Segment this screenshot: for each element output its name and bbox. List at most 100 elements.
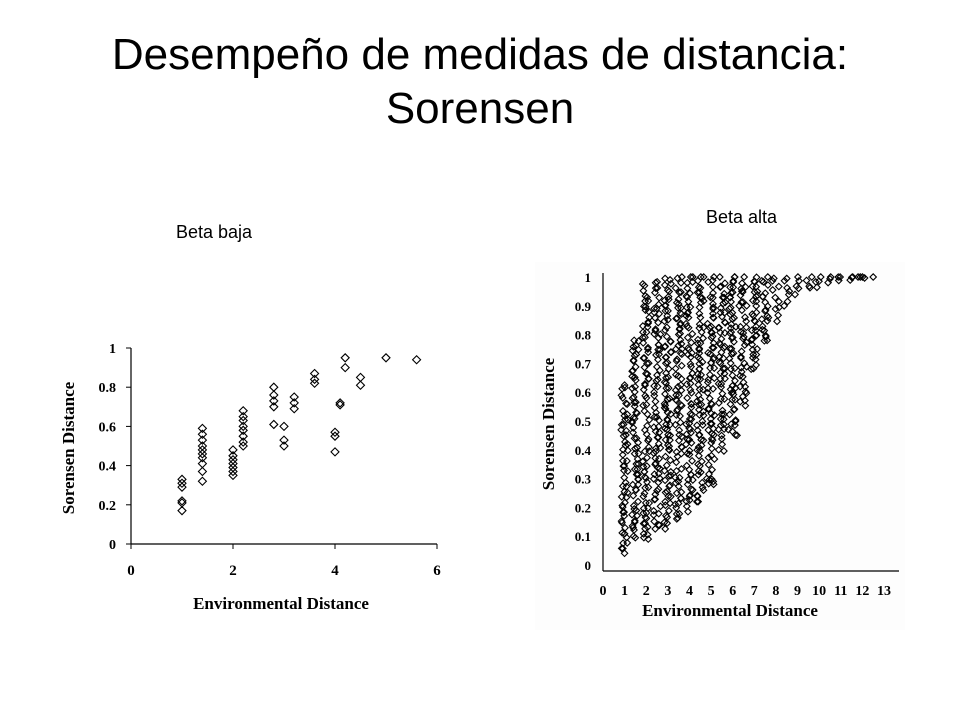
- data-point: [741, 282, 750, 291]
- data-point: [783, 283, 792, 292]
- data-point: [707, 399, 716, 408]
- data-point: [684, 344, 693, 352]
- data-point: [671, 284, 680, 293]
- data-point: [629, 413, 638, 422]
- data-point: [228, 458, 238, 469]
- data-point: [784, 290, 793, 299]
- data-point: [695, 345, 704, 354]
- data-point: [666, 348, 675, 357]
- data-point: [682, 430, 691, 439]
- data-point: [747, 336, 756, 345]
- data-point: [738, 279, 747, 288]
- data-point: [768, 276, 777, 285]
- data-point: [197, 429, 208, 440]
- data-point: [752, 273, 761, 282]
- data-point: [621, 478, 630, 487]
- data-point: [640, 354, 649, 363]
- data-point: [644, 535, 653, 544]
- data-point: [640, 281, 649, 290]
- data-point: [340, 353, 350, 363]
- data-point: [752, 297, 761, 306]
- data-point: [641, 391, 650, 400]
- data-point: [629, 428, 638, 437]
- data-point: [663, 306, 672, 315]
- data-point: [628, 367, 637, 376]
- data-point: [638, 333, 647, 342]
- data-point: [675, 509, 684, 518]
- data-point: [735, 301, 744, 310]
- data-point: [696, 284, 705, 292]
- data-point: [752, 361, 761, 370]
- data-point: [695, 309, 704, 318]
- data-point: [774, 311, 783, 320]
- data-point: [720, 293, 729, 302]
- data-point: [651, 459, 660, 468]
- data-point: [752, 331, 761, 340]
- data-point: [618, 528, 627, 537]
- data-point: [335, 398, 345, 408]
- data-point: [649, 510, 658, 519]
- data-point: [644, 443, 653, 452]
- data-point: [633, 465, 642, 474]
- data-point: [720, 364, 729, 373]
- data-point: [619, 432, 628, 441]
- data-point: [741, 387, 750, 396]
- data-point: [651, 313, 660, 322]
- data-point: [741, 401, 750, 410]
- data-point: [662, 332, 671, 341]
- data-point: [709, 299, 717, 308]
- x-tick-label: 10: [812, 584, 826, 599]
- data-point: [696, 293, 705, 302]
- data-point: [761, 298, 770, 307]
- data-point: [731, 395, 740, 404]
- data-point: [653, 283, 662, 292]
- data-point: [634, 475, 643, 484]
- y-tick-label: 0.5: [575, 414, 592, 429]
- data-point: [675, 391, 683, 400]
- data-point: [709, 313, 718, 322]
- data-point: [686, 491, 695, 500]
- data-point: [718, 406, 727, 415]
- data-point: [643, 436, 652, 445]
- data-point: [719, 299, 728, 308]
- x-tick-label: 2: [229, 563, 237, 579]
- data-point: [698, 478, 707, 487]
- data-point: [676, 411, 684, 420]
- data-point: [707, 444, 716, 453]
- data-point: [677, 432, 686, 441]
- data-point: [177, 496, 187, 506]
- data-point: [238, 437, 248, 447]
- data-point: [683, 480, 692, 489]
- data-point: [695, 359, 704, 368]
- data-point: [672, 391, 681, 400]
- data-point: [638, 322, 647, 331]
- data-point: [662, 461, 671, 470]
- data-point: [695, 324, 704, 333]
- data-point: [675, 324, 684, 333]
- data-point: [661, 476, 670, 485]
- data-point: [792, 282, 801, 291]
- data-point: [695, 364, 704, 373]
- data-point: [716, 283, 725, 292]
- data-point: [666, 275, 675, 284]
- data-point: [676, 288, 685, 297]
- data-point: [709, 273, 718, 281]
- data-point: [699, 273, 708, 281]
- data-point: [714, 379, 723, 388]
- data-point: [698, 421, 707, 430]
- data-point: [684, 507, 692, 516]
- data-point: [703, 319, 712, 328]
- data-point: [676, 309, 685, 318]
- data-point: [621, 415, 630, 424]
- data-point: [289, 403, 299, 414]
- data-point: [661, 301, 669, 310]
- data-point: [693, 370, 702, 378]
- data-point: [640, 489, 649, 498]
- data-point: [639, 529, 648, 538]
- data-point: [695, 349, 704, 358]
- data-point: [662, 353, 671, 362]
- data-point: [666, 410, 675, 419]
- data-point: [699, 436, 708, 445]
- data-point: [695, 354, 704, 363]
- data-point: [645, 313, 654, 322]
